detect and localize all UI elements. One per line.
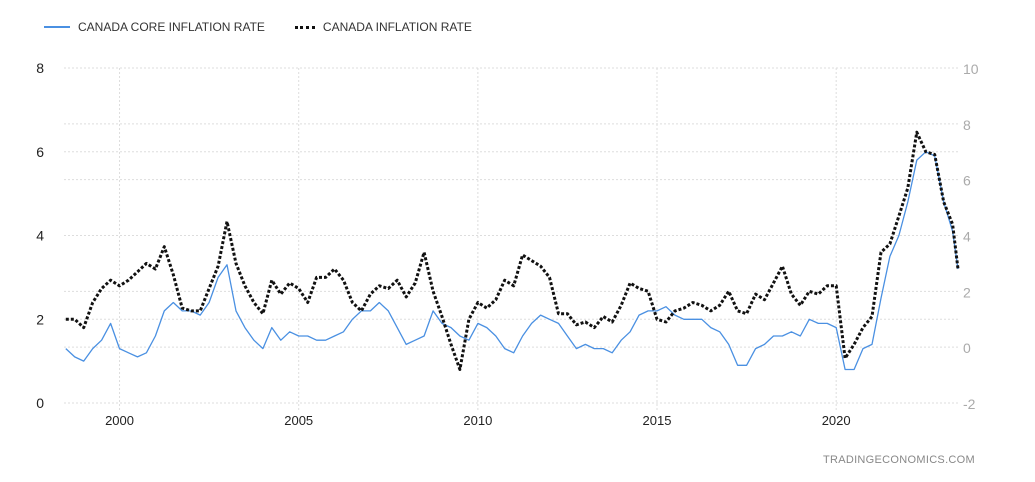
series-line-core-inflation: [65, 151, 959, 371]
left-y-tick-label: 0: [36, 395, 44, 411]
right-y-tick-label: 0: [963, 340, 971, 356]
x-tick-label: 2020: [822, 413, 851, 428]
right-y-tick-label: 10: [963, 61, 979, 77]
series-line-inflation: [65, 130, 960, 371]
x-tick-label: 2005: [284, 413, 313, 428]
x-tick-label: 2015: [643, 413, 672, 428]
legend-swatch-inflation: [294, 25, 315, 29]
legend-item-inflation[interactable]: CANADA INFLATION RATE: [294, 20, 472, 34]
right-y-tick-label: 8: [963, 117, 971, 133]
x-tick-label: 2000: [105, 413, 134, 428]
legend-item-core[interactable]: CANADA CORE INFLATION RATE: [44, 20, 265, 34]
legend-swatch-core: [44, 26, 70, 28]
x-tick-label: 2010: [463, 413, 492, 428]
left-y-tick-label: 2: [36, 311, 44, 327]
legend-label-core: CANADA CORE INFLATION RATE: [78, 20, 265, 34]
legend-label-inflation: CANADA INFLATION RATE: [322, 20, 472, 34]
source-credit[interactable]: TRADINGECONOMICS.COM: [822, 454, 975, 466]
right-y-tick-label: -2: [963, 396, 976, 412]
left-y-tick-label: 8: [36, 60, 44, 76]
left-y-tick-label: 4: [36, 228, 44, 244]
right-y-tick-label: 2: [963, 284, 971, 300]
right-y-tick-label: 6: [963, 173, 971, 189]
left-y-tick-label: 6: [36, 144, 44, 160]
legend: CANADA CORE INFLATION RATE CANADA INFLAT…: [44, 20, 502, 34]
right-y-tick-label: 4: [963, 229, 971, 245]
